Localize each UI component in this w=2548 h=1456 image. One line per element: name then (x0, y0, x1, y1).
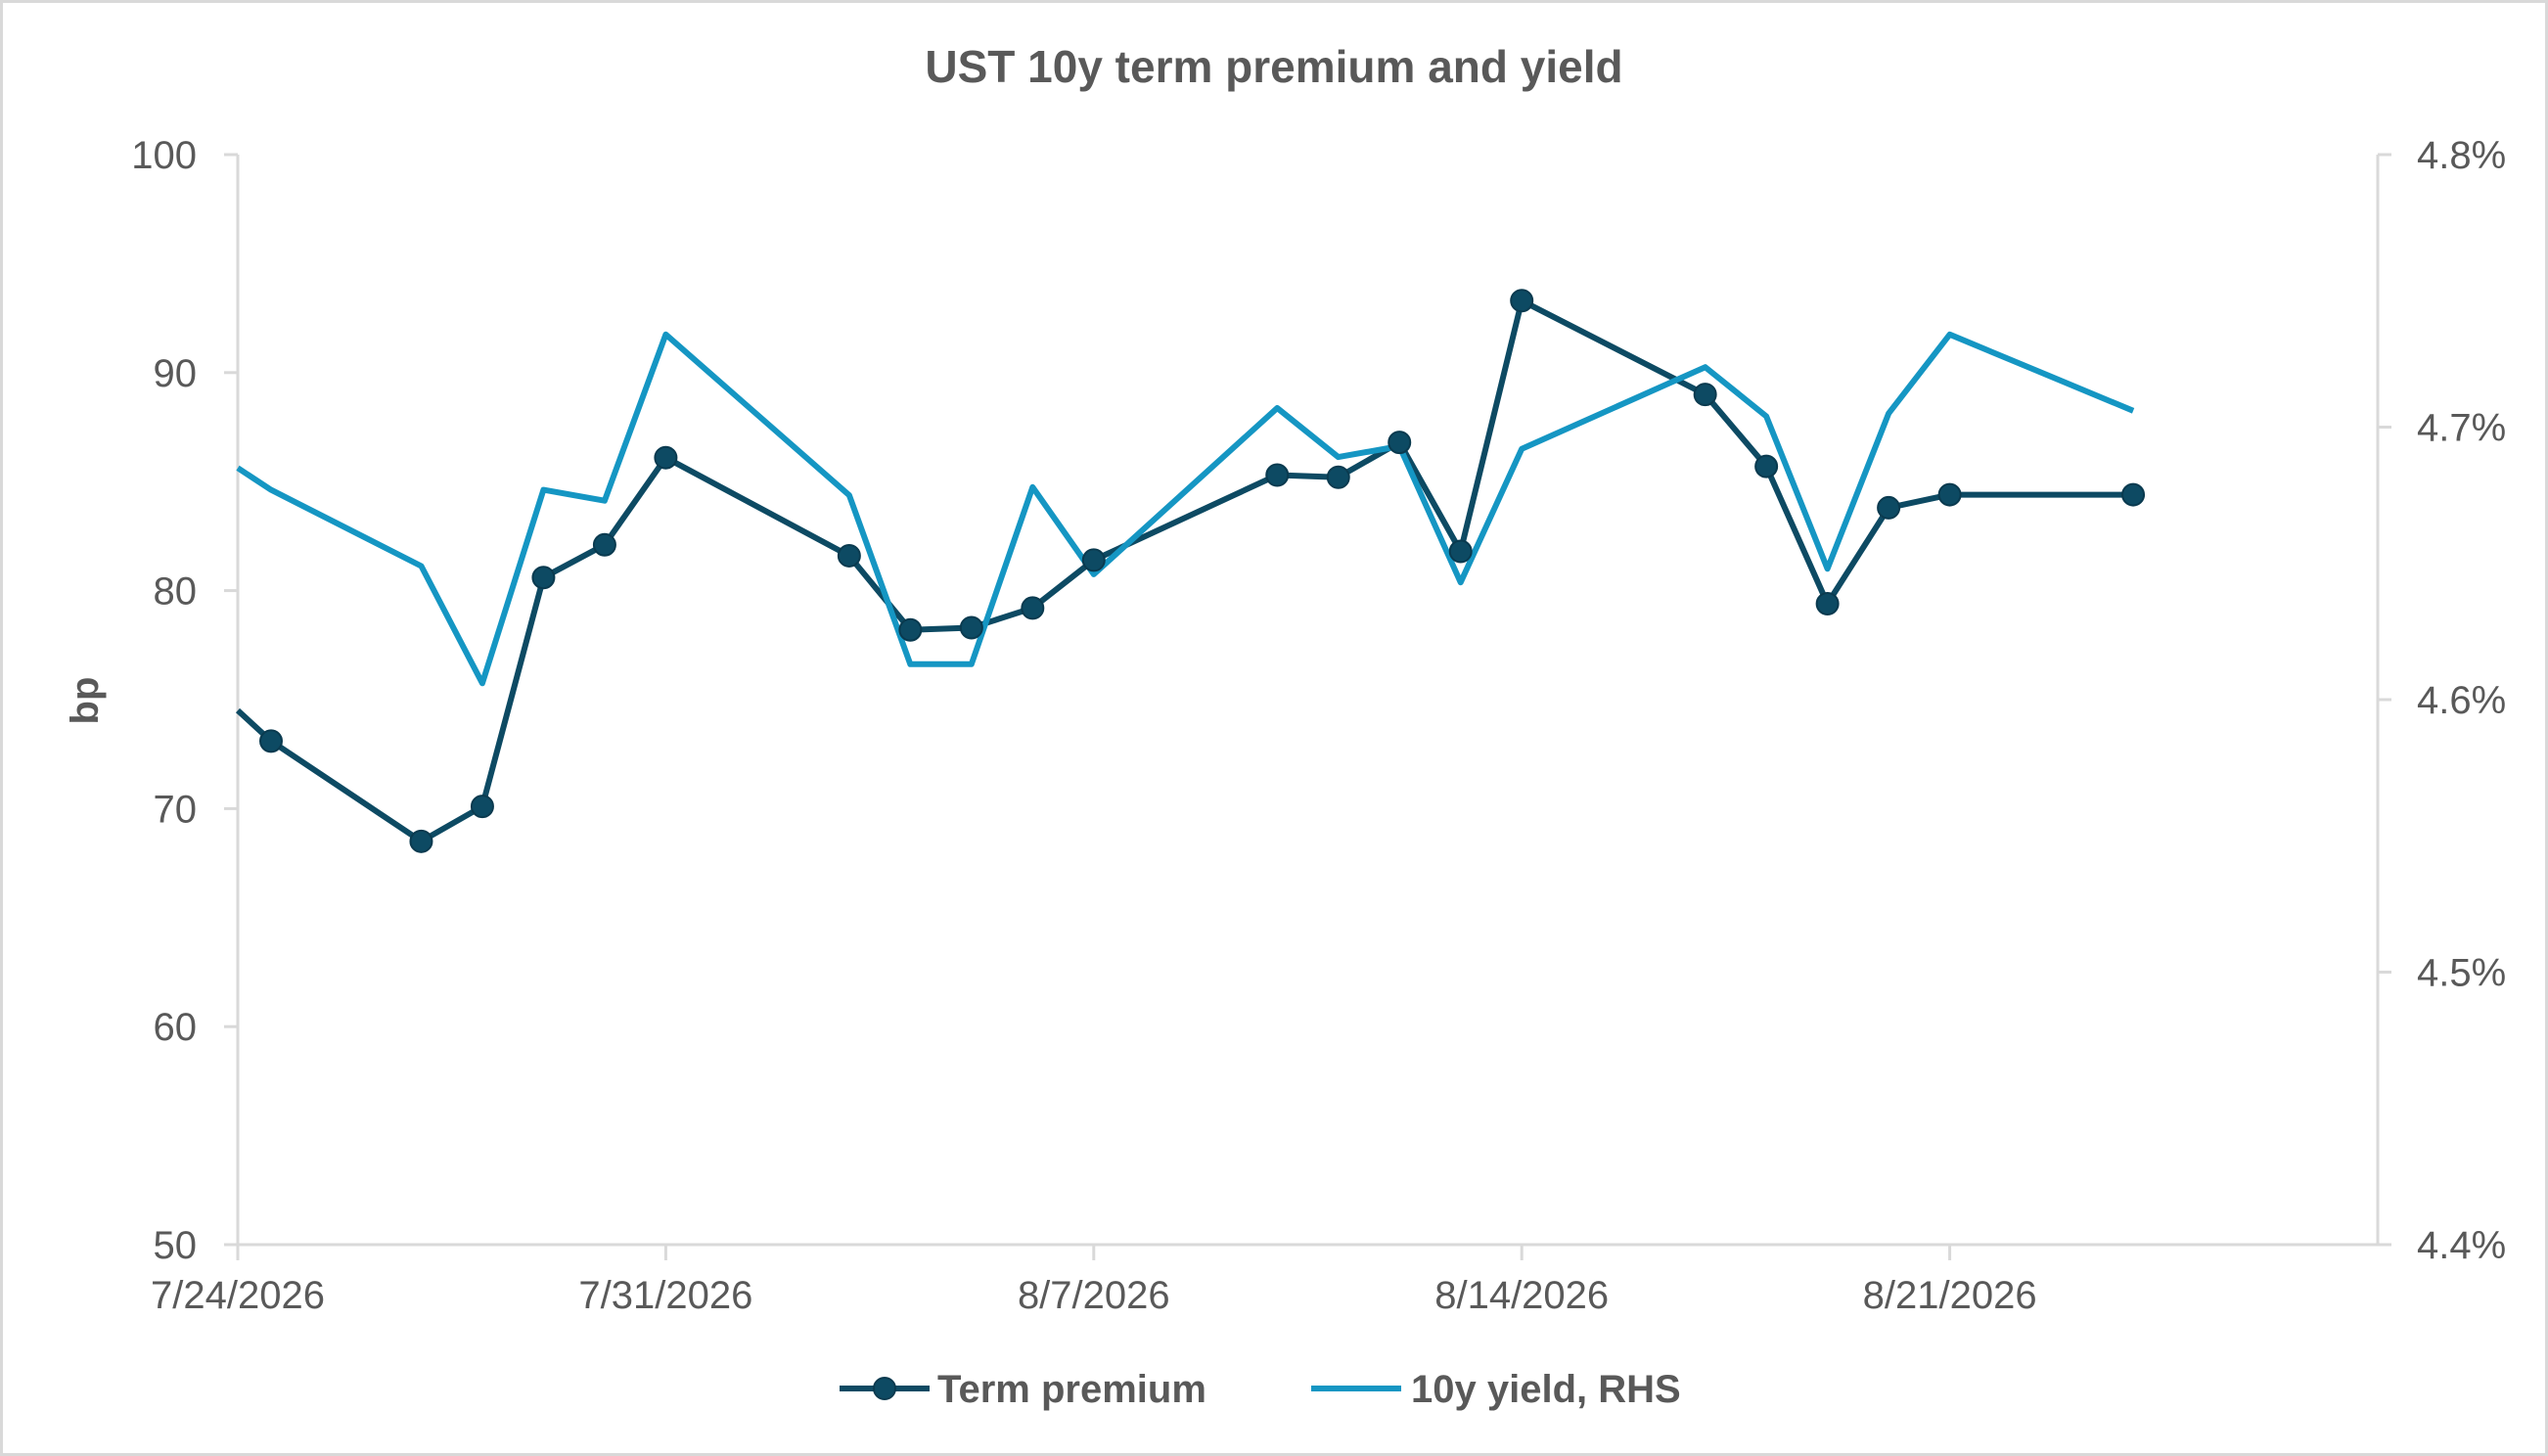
data-point (1510, 289, 1534, 313)
y-tick-label: 60 (154, 1006, 198, 1049)
data-point (959, 615, 983, 640)
y2-tick-label: 4.4% (2417, 1224, 2506, 1267)
data-point (1937, 482, 1962, 507)
x-tick-label: 7/31/2026 (578, 1274, 752, 1317)
data-point (1265, 463, 1290, 487)
data-point (1326, 465, 1350, 489)
data-point (470, 795, 494, 819)
data-point (531, 566, 556, 590)
legend-item-term-premium: Term premium (840, 1368, 1206, 1411)
y-tick-label: 80 (154, 570, 198, 614)
data-point (2121, 482, 2146, 507)
data-point (1448, 539, 1473, 564)
data-point (898, 617, 923, 642)
data-point (1877, 495, 1901, 520)
y2-tick-label: 4.6% (2417, 679, 2506, 722)
legend-item-10y-yield: 10y yield, RHS (1311, 1368, 1681, 1411)
data-point (259, 729, 283, 753)
y-tick-label: 90 (154, 352, 198, 395)
data-point (592, 532, 616, 557)
x-tick-label: 8/21/2026 (1863, 1274, 2037, 1317)
data-point (654, 445, 678, 470)
chart-title: UST 10y term premium and yield (925, 41, 1622, 92)
data-point (1081, 548, 1106, 572)
data-point (409, 829, 433, 853)
y-axis-title: bp (64, 677, 107, 725)
y-tick-label: 50 (154, 1224, 198, 1267)
legend: Term premium 10y yield, RHS (840, 1368, 1681, 1411)
x-tick-label: 8/14/2026 (1434, 1274, 1609, 1317)
data-point (1754, 454, 1779, 478)
x-tick-label: 8/7/2026 (1018, 1274, 1170, 1317)
y-tick-label: 100 (131, 134, 197, 177)
x-tick-label: 7/24/2026 (151, 1274, 325, 1317)
data-point (1388, 431, 1412, 455)
y-tick-label: 70 (154, 788, 198, 831)
y2-tick-label: 4.8% (2417, 134, 2506, 177)
data-point (1693, 383, 1717, 407)
legend-label-term-premium: Term premium (937, 1368, 1206, 1411)
series-line-term-premium (235, 297, 2134, 844)
legend-label-10y-yield: 10y yield, RHS (1411, 1368, 1681, 1411)
y2-tick-label: 4.5% (2417, 952, 2506, 995)
data-point (837, 543, 861, 568)
series-lines (235, 289, 2146, 853)
data-point (1815, 591, 1840, 615)
tick-labels: 50 60 70 80 90 100 4.4% 4.5% 4.6% 4.7% 4.8% 7/24/20… (131, 134, 2506, 1317)
axes (224, 153, 2391, 1260)
data-point (1021, 596, 1045, 620)
series-line-10y-yield-rhs (236, 331, 2135, 687)
legend-marker-term-premium (873, 1377, 896, 1400)
y2-tick-label: 4.7% (2417, 407, 2506, 450)
